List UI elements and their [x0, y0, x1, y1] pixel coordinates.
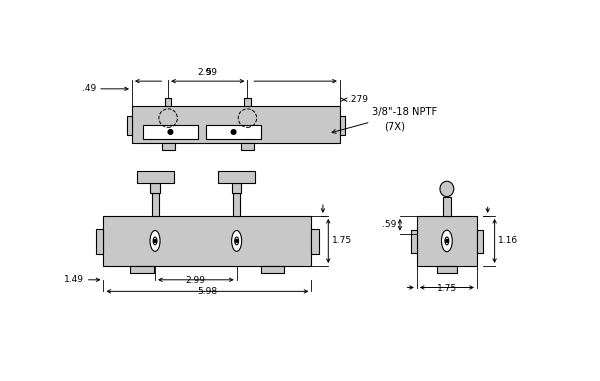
- Bar: [137, 171, 173, 183]
- Circle shape: [231, 130, 236, 134]
- Bar: [233, 193, 240, 216]
- Circle shape: [168, 130, 173, 134]
- Bar: [127, 116, 132, 135]
- Circle shape: [445, 240, 448, 242]
- Text: .59: .59: [382, 220, 397, 229]
- Bar: [443, 197, 451, 216]
- Bar: [161, 143, 175, 150]
- Ellipse shape: [440, 181, 454, 197]
- Text: 2.99: 2.99: [186, 276, 206, 285]
- Bar: [143, 125, 198, 139]
- Text: 5: 5: [205, 68, 211, 77]
- Bar: [232, 183, 241, 193]
- Text: 5.98: 5.98: [197, 288, 217, 296]
- Bar: [241, 143, 254, 150]
- Text: .279: .279: [349, 95, 368, 104]
- Bar: [132, 106, 340, 143]
- Text: (7X): (7X): [384, 122, 405, 132]
- Text: 2.99: 2.99: [198, 68, 218, 77]
- Ellipse shape: [153, 237, 157, 245]
- Bar: [477, 230, 483, 253]
- Ellipse shape: [442, 230, 452, 252]
- Ellipse shape: [235, 237, 239, 245]
- Bar: [262, 266, 284, 273]
- Text: 1.75: 1.75: [332, 237, 352, 245]
- Circle shape: [154, 240, 157, 242]
- Text: 3/8"-18 NPTF: 3/8"-18 NPTF: [372, 107, 437, 117]
- Bar: [218, 171, 255, 183]
- Bar: [165, 98, 171, 106]
- Bar: [206, 125, 262, 139]
- Bar: [103, 216, 311, 266]
- Bar: [437, 266, 457, 273]
- Bar: [311, 229, 319, 254]
- Bar: [130, 266, 154, 273]
- Text: 1.49: 1.49: [64, 275, 84, 284]
- Bar: [244, 98, 251, 106]
- Text: .49: .49: [82, 84, 97, 93]
- Ellipse shape: [150, 231, 160, 251]
- Bar: [340, 116, 345, 135]
- Bar: [151, 183, 160, 193]
- Bar: [152, 193, 158, 216]
- Ellipse shape: [232, 231, 242, 251]
- Text: 1.16: 1.16: [497, 237, 518, 245]
- Bar: [96, 229, 103, 254]
- Bar: [417, 216, 477, 266]
- Circle shape: [235, 240, 238, 242]
- Text: 1.75: 1.75: [437, 283, 457, 293]
- Bar: [410, 230, 417, 253]
- Ellipse shape: [445, 237, 449, 245]
